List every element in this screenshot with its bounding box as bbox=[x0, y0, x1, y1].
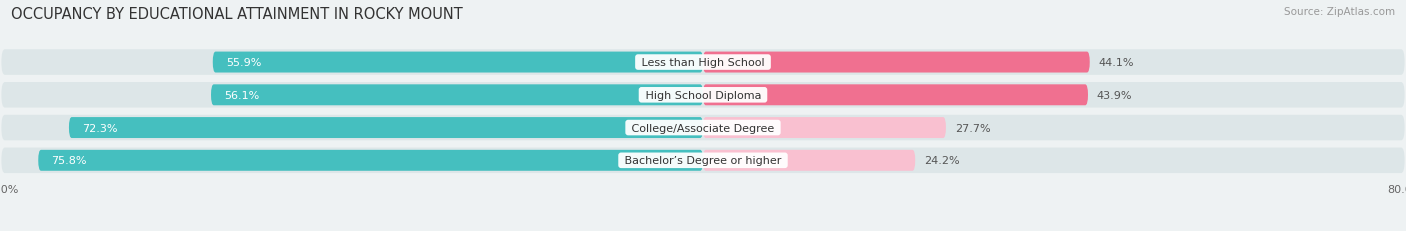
FancyBboxPatch shape bbox=[1, 148, 1405, 173]
Text: Less than High School: Less than High School bbox=[638, 58, 768, 68]
Text: 43.9%: 43.9% bbox=[1097, 90, 1132, 100]
Text: 56.1%: 56.1% bbox=[224, 90, 260, 100]
Text: Source: ZipAtlas.com: Source: ZipAtlas.com bbox=[1284, 7, 1395, 17]
Legend: Owner-occupied, Renter-occupied: Owner-occupied, Renter-occupied bbox=[585, 228, 821, 231]
Text: Bachelor’s Degree or higher: Bachelor’s Degree or higher bbox=[621, 156, 785, 166]
FancyBboxPatch shape bbox=[212, 52, 703, 73]
Text: 72.3%: 72.3% bbox=[82, 123, 118, 133]
Text: 75.8%: 75.8% bbox=[52, 156, 87, 166]
FancyBboxPatch shape bbox=[703, 85, 1088, 106]
FancyBboxPatch shape bbox=[211, 85, 703, 106]
Text: OCCUPANCY BY EDUCATIONAL ATTAINMENT IN ROCKY MOUNT: OCCUPANCY BY EDUCATIONAL ATTAINMENT IN R… bbox=[11, 7, 463, 22]
Text: College/Associate Degree: College/Associate Degree bbox=[628, 123, 778, 133]
FancyBboxPatch shape bbox=[38, 150, 703, 171]
FancyBboxPatch shape bbox=[1, 83, 1405, 108]
Text: 55.9%: 55.9% bbox=[226, 58, 262, 68]
FancyBboxPatch shape bbox=[703, 118, 946, 138]
Text: High School Diploma: High School Diploma bbox=[641, 90, 765, 100]
Text: 44.1%: 44.1% bbox=[1098, 58, 1135, 68]
Text: 24.2%: 24.2% bbox=[924, 156, 960, 166]
FancyBboxPatch shape bbox=[703, 150, 915, 171]
FancyBboxPatch shape bbox=[703, 52, 1090, 73]
FancyBboxPatch shape bbox=[1, 50, 1405, 76]
Text: 27.7%: 27.7% bbox=[955, 123, 990, 133]
FancyBboxPatch shape bbox=[1, 115, 1405, 141]
FancyBboxPatch shape bbox=[69, 118, 703, 138]
